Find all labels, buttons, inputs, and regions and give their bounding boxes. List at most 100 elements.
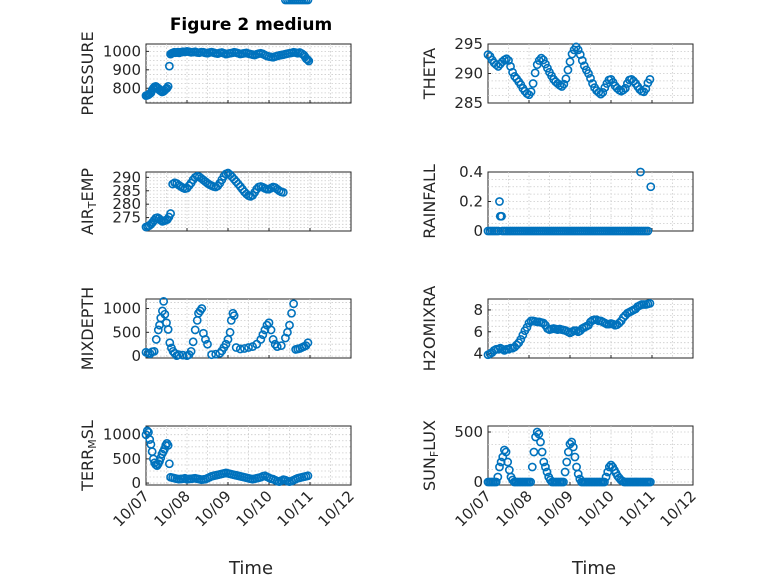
y-axis-label: H2OMIXRA [420, 286, 439, 372]
data-point [537, 447, 547, 457]
data-point [541, 462, 550, 472]
data-point [303, 338, 313, 348]
data-point [536, 437, 545, 447]
data-point [529, 447, 539, 457]
data-point [620, 83, 630, 93]
data-point [153, 325, 163, 335]
data-point [268, 335, 278, 344]
y-tick-label: 285 [112, 182, 141, 200]
y-tick-label: 290 [112, 168, 141, 186]
y-tick-label: 0 [131, 474, 141, 492]
data-point [573, 469, 583, 479]
data-point [562, 457, 572, 467]
data-point [285, 320, 294, 330]
y-tick-label: 1000 [103, 426, 141, 444]
x-tick-label: 10/12 [315, 487, 358, 530]
data-point [304, 56, 314, 66]
data-point [491, 477, 501, 487]
data-point [539, 457, 549, 467]
data-point [215, 348, 225, 358]
data-point [594, 87, 604, 97]
x-axis-label-left: Time [228, 558, 273, 579]
data-point [256, 335, 266, 344]
data-point [527, 462, 537, 472]
data-point [567, 437, 577, 447]
data-point [561, 74, 571, 84]
panel-h2omixra: 4 6 8 H2OMIXRA [420, 286, 694, 372]
y-tick-label: 0 [473, 473, 483, 491]
y-tick-label: 280 [112, 195, 141, 213]
y-tick-label: 275 [112, 209, 141, 227]
data-point [645, 298, 655, 308]
data-point [266, 325, 276, 335]
y-tick-label: 500 [454, 423, 483, 441]
data-point [188, 337, 198, 347]
data-point [567, 49, 577, 59]
data-point [186, 346, 196, 356]
data-point [239, 344, 249, 353]
data-point [207, 350, 216, 360]
data-point [244, 343, 253, 352]
data-point [526, 87, 536, 97]
data-point [483, 50, 493, 60]
panel-rainfall: 0 0.2 0.4 RAINFALL [420, 163, 694, 240]
data-point [532, 427, 542, 437]
data-point [541, 59, 550, 69]
data-point [178, 350, 188, 360]
data-point [160, 309, 170, 319]
y-tick-label: 285 [454, 94, 483, 112]
data-point [163, 82, 173, 91]
data-point [645, 75, 655, 84]
y-tick-label: 6 [473, 323, 483, 341]
data-point [636, 167, 645, 177]
y-axis-label: RAINFALL [420, 164, 439, 239]
data-point [163, 440, 173, 450]
data-point [231, 343, 241, 352]
data-point [235, 344, 245, 354]
data-point [629, 76, 638, 86]
y-tick-label: 900 [112, 61, 141, 79]
data-point [532, 60, 542, 70]
data-point [538, 55, 548, 65]
x-axis-label-right: Time [571, 558, 616, 579]
x-tick-label: 10/07 [452, 487, 495, 530]
data-point [614, 318, 624, 328]
data-point [203, 339, 212, 349]
y-axis-label: TERRMSL [78, 420, 99, 492]
data-point [510, 72, 520, 81]
data-point [536, 53, 546, 63]
y-tick-label: 0.2 [459, 193, 483, 211]
data-point [577, 56, 587, 65]
y-tick-label: 800 [112, 79, 141, 97]
x-tick-label: 10/10 [233, 487, 276, 530]
data-point [276, 341, 286, 351]
data-point [573, 45, 583, 55]
data-point [159, 296, 169, 306]
x-tick-label: 10/11 [616, 487, 659, 530]
x-tick-label: 10/12 [657, 487, 700, 530]
data-point [221, 339, 231, 349]
data-point [164, 459, 174, 469]
data-point [586, 73, 595, 83]
y-tick-label: 4 [473, 345, 483, 363]
data-point [501, 447, 511, 457]
data-point [303, 471, 313, 481]
data-point [557, 82, 567, 91]
data-point [303, 0, 313, 5]
data-point [598, 87, 608, 97]
panel-theta: 285 290 295 THETA [420, 35, 694, 112]
x-tick-label: 10/09 [192, 487, 235, 530]
x-tick-label: 10/08 [151, 487, 194, 530]
x-tick-label: 10/11 [274, 487, 317, 530]
data-point [197, 304, 207, 313]
y-axis-label: SUNFLUX [420, 420, 441, 491]
data-point [258, 330, 268, 340]
data-point [522, 323, 532, 332]
data-point [516, 335, 526, 344]
data-point [149, 346, 159, 356]
y-tick-label: 500 [112, 450, 141, 468]
data-point [142, 426, 152, 436]
